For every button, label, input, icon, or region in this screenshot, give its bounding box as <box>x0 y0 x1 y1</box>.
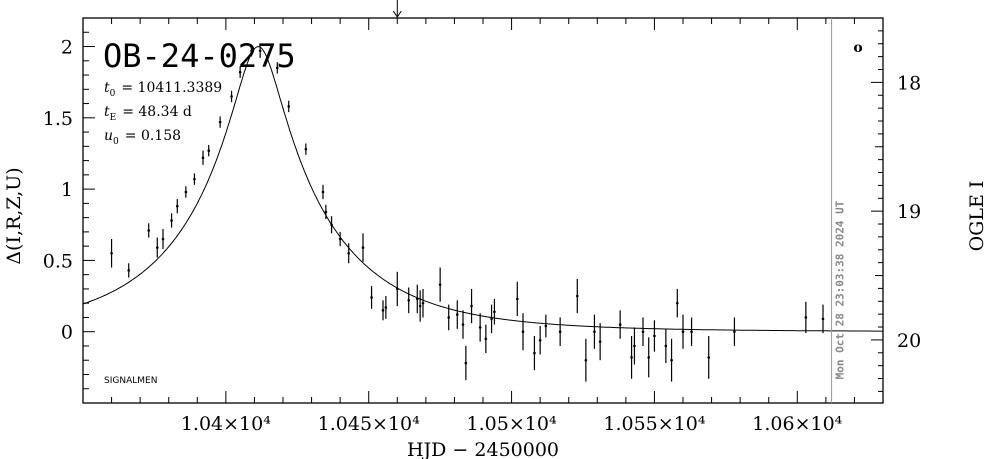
data-point <box>238 70 242 74</box>
data-point <box>184 190 188 194</box>
plot-frame <box>82 17 884 404</box>
data-point <box>304 147 308 151</box>
x-tick-label: 1.055×10⁴ <box>603 413 705 435</box>
data-point <box>287 105 291 108</box>
data-point <box>618 323 622 326</box>
data-point <box>127 269 131 272</box>
data-point <box>470 304 473 308</box>
data-point <box>321 190 325 194</box>
data-point <box>361 246 365 249</box>
y-tick-label: 1.5 <box>43 108 73 130</box>
data-point <box>395 287 399 291</box>
x-tick-label: 1.04×10⁴ <box>181 413 271 435</box>
data-point <box>161 237 165 241</box>
data-point <box>170 219 173 222</box>
data-point <box>407 299 411 302</box>
data-point <box>338 237 342 241</box>
timestamp-label: Mon Oct 28 23:03:38 2024 UT <box>834 200 847 379</box>
data-point <box>201 156 205 160</box>
data-point <box>584 358 588 362</box>
data-point <box>558 330 562 334</box>
data-point <box>641 330 645 334</box>
data-point <box>544 324 548 328</box>
data-point <box>490 317 493 321</box>
data-point <box>324 210 328 214</box>
top-arrow-head <box>392 10 402 18</box>
data-point <box>521 330 525 334</box>
data-point <box>633 344 636 348</box>
data-point <box>258 49 262 53</box>
data-point <box>670 358 673 362</box>
data-point <box>438 283 442 286</box>
data-point <box>155 246 159 249</box>
data-point <box>681 330 685 334</box>
data-point <box>478 326 482 329</box>
data-point <box>455 313 459 316</box>
y2-tick-label: 19 <box>897 201 921 223</box>
data-point <box>218 120 222 124</box>
data-point <box>207 149 211 152</box>
data-point <box>821 317 825 321</box>
data-point <box>664 344 668 348</box>
x-axis-title: HJD − 2450000 <box>407 439 559 459</box>
data-point <box>230 95 233 98</box>
data-point <box>733 330 736 334</box>
data-point <box>484 337 488 341</box>
data-point <box>533 351 536 355</box>
x-tick-label: 1.06×10⁴ <box>752 413 842 435</box>
param-tE: tE = 48.34 d <box>104 104 192 123</box>
data-point <box>515 297 519 301</box>
data-point <box>493 310 496 314</box>
data-point <box>418 304 422 308</box>
data-point <box>193 177 196 181</box>
top-arrow-icon <box>392 0 402 18</box>
data-point <box>690 330 693 334</box>
param-u0: u0 = 0.158 <box>104 128 181 147</box>
data-point <box>175 204 179 208</box>
data-point <box>147 229 151 232</box>
param-t0: t0 = 10411.3389 <box>104 80 222 99</box>
data-point <box>381 309 385 312</box>
x-tick-label: 1.05×10⁴ <box>467 413 557 435</box>
data-point <box>110 251 113 255</box>
data-point <box>630 356 633 359</box>
data-point <box>593 330 596 334</box>
data-point <box>347 251 351 255</box>
data-point <box>598 340 602 343</box>
data-point <box>275 66 279 70</box>
y2-axis-title: OGLE I <box>966 181 986 252</box>
chart-title: OB-24-0275 <box>103 37 296 75</box>
data-point <box>370 296 373 299</box>
y-tick-label: 0.5 <box>43 250 73 272</box>
data-point <box>707 356 711 359</box>
data-point <box>415 297 419 301</box>
y-axis-title: Δ(I,R,Z,U) <box>3 167 25 264</box>
data-point <box>421 301 425 305</box>
corner-mark: o <box>853 40 862 56</box>
y-tick-label: 0 <box>61 322 73 344</box>
x-tick-label: 1.045×10⁴ <box>318 413 420 435</box>
data-point <box>647 356 651 359</box>
data-point <box>384 306 388 309</box>
data-point <box>804 316 808 319</box>
data-point <box>464 361 468 365</box>
y2-tick-label: 20 <box>897 330 921 352</box>
data-point <box>461 323 465 326</box>
y-tick-label: 1 <box>61 179 73 201</box>
data-point <box>538 338 542 342</box>
data-point <box>653 334 656 338</box>
model-curve <box>82 46 883 332</box>
data-point <box>575 294 579 298</box>
footer-label: SIGNALMEN <box>104 376 157 386</box>
data-point <box>447 316 451 319</box>
y-tick-label: 2 <box>61 37 73 59</box>
data-point <box>250 49 253 53</box>
data-point <box>330 223 333 227</box>
data-point <box>675 301 679 305</box>
y2-tick-label: 18 <box>897 72 921 94</box>
